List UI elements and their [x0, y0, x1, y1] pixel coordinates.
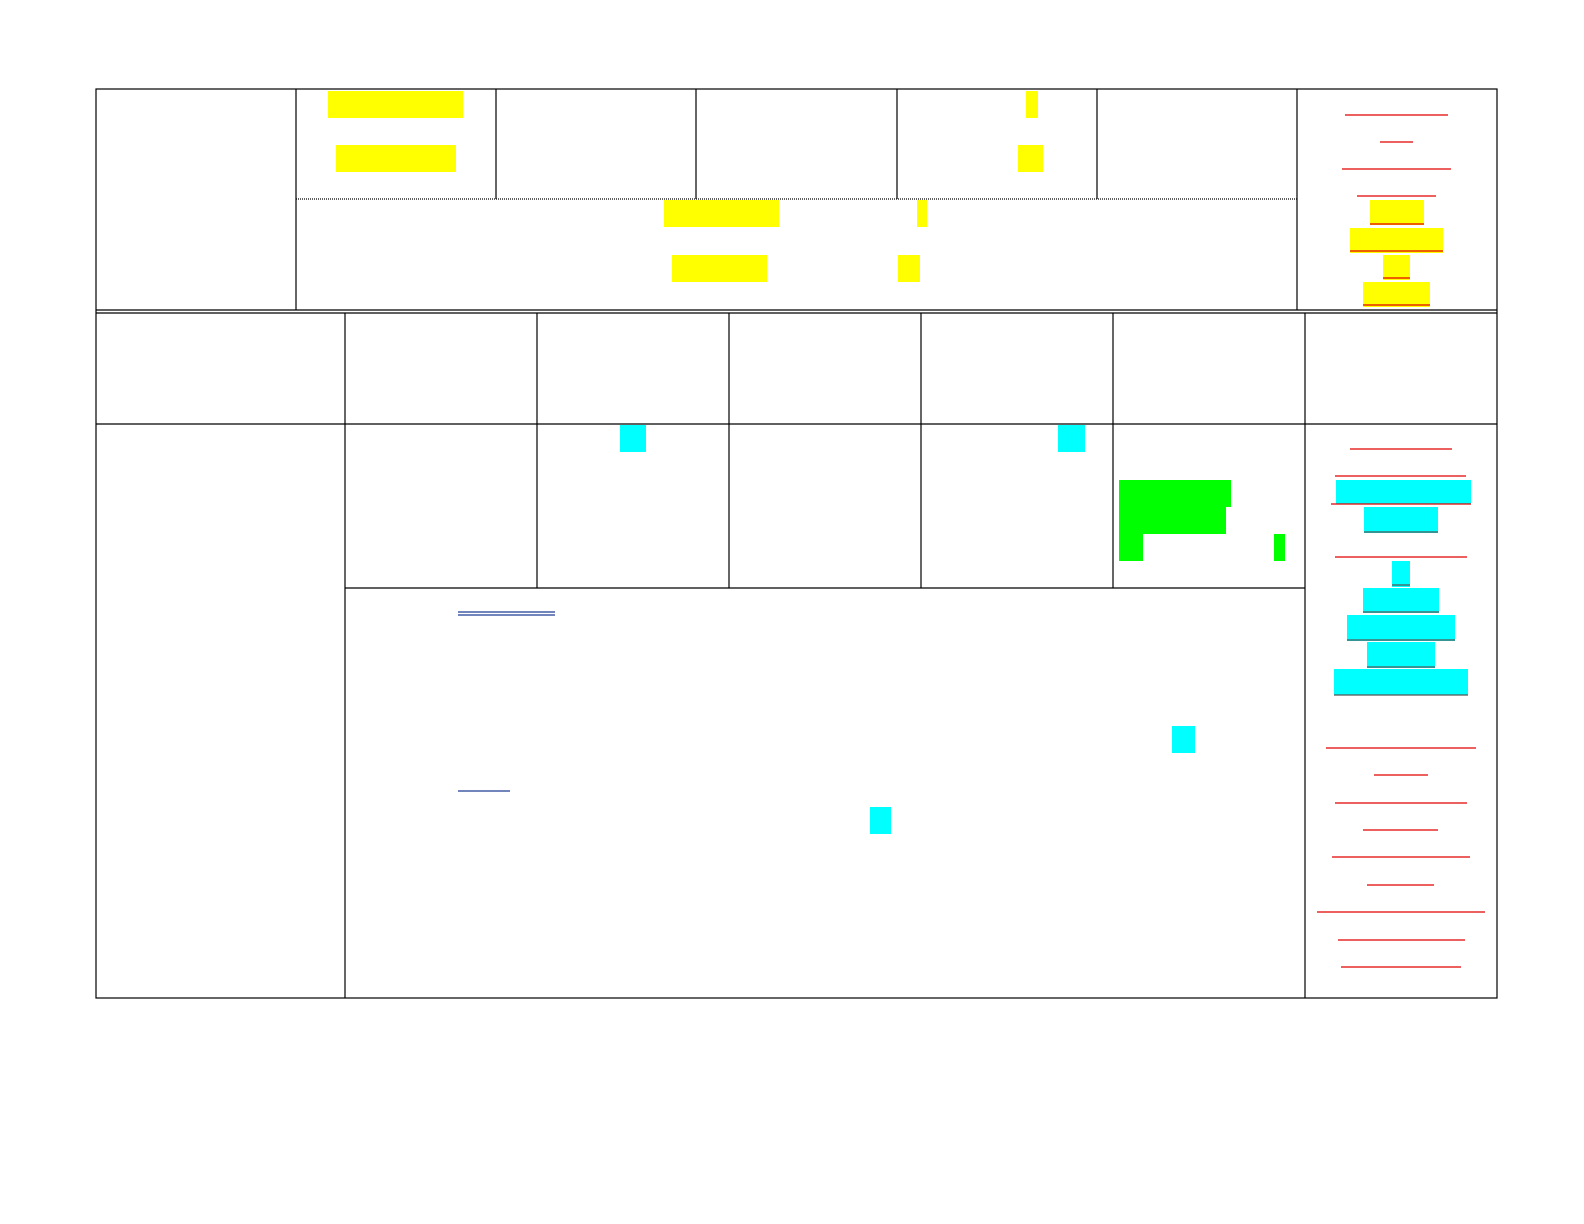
yellow-highlight: [1370, 200, 1424, 225]
yellow-highlight: [328, 91, 463, 118]
green-highlight: [1119, 534, 1143, 561]
yellow-highlight: [1026, 91, 1038, 118]
yellow-highlight: [1018, 145, 1043, 172]
yellow-highlight: [664, 200, 779, 227]
green-highlight: [1274, 534, 1285, 561]
cyan-highlight: [1363, 588, 1439, 613]
cyan-highlight: [1172, 726, 1195, 753]
green-highlight: [1119, 507, 1226, 534]
cyan-highlight: [1367, 642, 1435, 668]
cyan-highlight: [1392, 561, 1410, 587]
cyan-highlight: [620, 425, 646, 452]
yellow-highlight: [336, 145, 456, 172]
cyan-highlight: [1347, 615, 1455, 641]
yellow-highlight: [672, 255, 767, 282]
cyan-highlight: [1334, 669, 1468, 695]
table-border: [95, 88, 1498, 999]
yellow-highlight: [1383, 255, 1410, 280]
yellow-highlight: [1350, 228, 1443, 253]
cyan-highlight: [1336, 480, 1471, 504]
yellow-highlight: [898, 255, 920, 282]
cyan-highlight: [870, 807, 891, 834]
yellow-highlight: [917, 200, 927, 227]
cyan-highlight: [1058, 425, 1085, 452]
green-highlight: [1119, 480, 1231, 507]
yellow-highlight: [1363, 282, 1430, 307]
cyan-highlight: [1364, 507, 1438, 533]
